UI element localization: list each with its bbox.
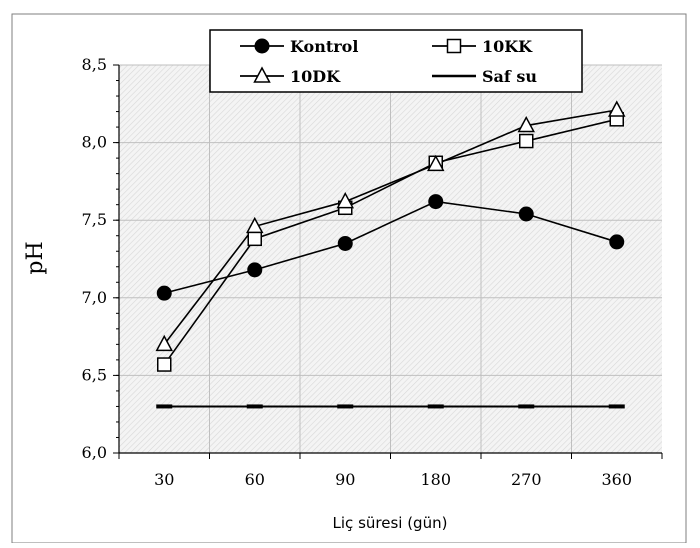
data-point-series-3 — [337, 404, 354, 409]
legend-label: 10DK — [290, 67, 341, 86]
legend-label: 10KK — [482, 37, 533, 56]
data-point-series-1 — [519, 133, 534, 149]
data-point-series-0 — [156, 285, 172, 301]
data-point-series-3 — [427, 404, 444, 409]
legend-label: Kontrol — [290, 37, 358, 56]
data-point-series-3 — [246, 404, 263, 409]
x-tick-label: 90 — [335, 470, 355, 489]
data-point-series-3 — [156, 404, 173, 409]
x-tick-label: 270 — [511, 470, 542, 489]
series-line-0 — [164, 200, 617, 294]
data-point-series-0 — [609, 234, 625, 250]
x-tick-label: 180 — [420, 470, 451, 489]
y-tick-label: 7,0 — [82, 288, 107, 307]
data-point-series-3 — [518, 404, 535, 409]
data-point-series-2 — [607, 100, 626, 117]
series-layer — [155, 100, 626, 409]
legend-swatch-marker — [253, 66, 271, 83]
y-tick-label: 7,5 — [82, 210, 107, 229]
x-axis-label: Liç süresi (gün) — [333, 514, 448, 532]
y-tick-label: 8,5 — [82, 55, 107, 74]
legend-label: Saf su — [482, 67, 537, 86]
x-tick-label: 360 — [601, 470, 632, 489]
data-point-series-2 — [155, 334, 174, 352]
data-point-series-0 — [247, 262, 263, 278]
legend: Kontrol 10KK 10DK Saf su — [209, 29, 583, 93]
data-point-series-0 — [337, 235, 353, 251]
y-tick-label: 6,5 — [82, 365, 107, 384]
y-axis-label: pH — [23, 241, 48, 274]
data-point-series-1 — [157, 357, 172, 372]
x-tick-label: 60 — [245, 470, 265, 489]
data-point-series-2 — [245, 216, 264, 234]
axes-layer: 6,0 6,5 7,0 7,5 8,0 8,5 30 60 90 180 270 360 — [82, 55, 663, 489]
x-tick-label: 30 — [154, 470, 174, 489]
data-point-series-2 — [426, 154, 445, 172]
y-tick-label: 8,0 — [82, 133, 107, 152]
legend-box — [209, 29, 583, 93]
data-point-series-0 — [428, 194, 444, 210]
y-tick-label: 6,0 — [82, 443, 107, 462]
legend-swatch-marker — [254, 38, 270, 54]
data-point-series-2 — [517, 115, 536, 133]
data-point-series-1 — [247, 231, 262, 247]
series-line-1 — [163, 118, 617, 366]
data-point-series-2 — [336, 191, 355, 209]
data-point-series-3 — [608, 404, 625, 409]
series-line-2 — [163, 109, 617, 345]
legend-swatch-marker — [446, 38, 462, 54]
data-point-series-0 — [518, 206, 534, 222]
